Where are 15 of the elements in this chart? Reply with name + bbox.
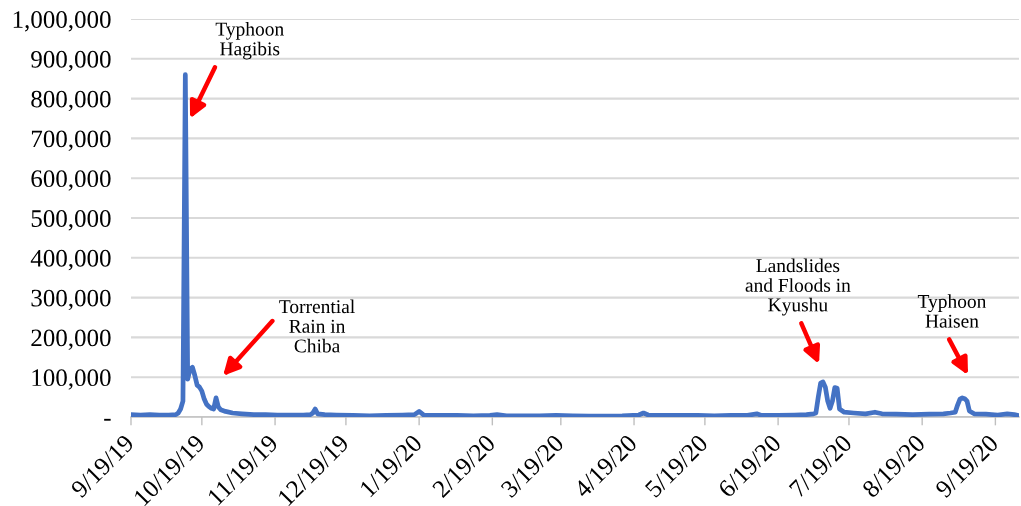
- annotation: Typhoon Hagibis: [215, 22, 284, 60]
- y-tick-label: 100,000: [32, 369, 111, 390]
- y-tick-label: 800,000: [31, 90, 111, 112]
- y-tick-label: 700,000: [31, 130, 111, 151]
- y-tick-label: 900,000: [31, 50, 111, 72]
- y-tick-label: 300,000: [31, 289, 111, 311]
- y-tick-label: 600,000: [31, 170, 111, 191]
- y-tick-label: -: [104, 418, 111, 421]
- annotation: Typhoon Haisen: [917, 294, 987, 328]
- y-tick-label: 400,000: [30, 249, 111, 271]
- annotation: Landslides and Floods in Kyushu: [745, 258, 851, 316]
- annotation: Torrential Rain in Chiba: [279, 299, 355, 353]
- y-tick-label: 500,000: [31, 210, 111, 231]
- y-tick-label: 1,000,000: [13, 11, 111, 32]
- y-tick-label: 200,000: [31, 329, 111, 350]
